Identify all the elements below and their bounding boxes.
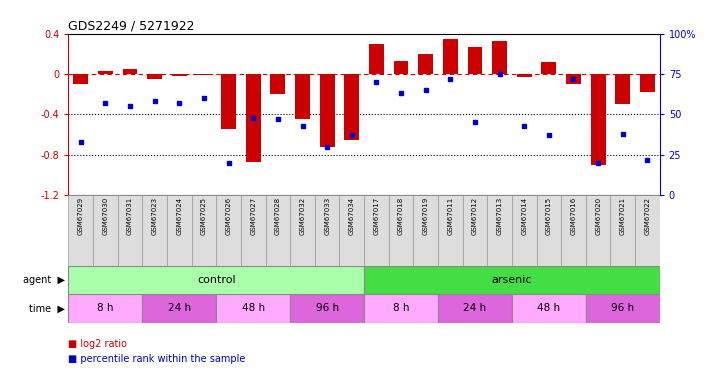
Text: arsenic: arsenic <box>492 275 532 285</box>
Bar <box>463 195 487 266</box>
Bar <box>616 74 630 104</box>
Bar <box>635 195 660 266</box>
Bar <box>467 47 482 74</box>
Text: GSM67020: GSM67020 <box>595 197 601 235</box>
Text: GSM67030: GSM67030 <box>102 197 108 236</box>
Bar <box>438 294 512 322</box>
Bar <box>640 74 655 92</box>
Bar <box>123 69 138 74</box>
Text: GSM67018: GSM67018 <box>398 197 404 236</box>
Text: 24 h: 24 h <box>168 303 191 313</box>
Text: GSM67017: GSM67017 <box>373 197 379 236</box>
Text: GSM67034: GSM67034 <box>349 197 355 235</box>
Bar <box>364 195 389 266</box>
Bar <box>118 195 143 266</box>
Bar <box>369 44 384 74</box>
Text: GSM67021: GSM67021 <box>620 197 626 235</box>
Bar <box>68 294 143 322</box>
Bar <box>492 41 507 74</box>
Bar <box>438 195 463 266</box>
Bar <box>590 74 606 165</box>
Text: time  ▶: time ▶ <box>29 303 65 313</box>
Bar <box>389 195 413 266</box>
Bar <box>147 74 162 79</box>
Bar <box>265 195 290 266</box>
Bar <box>216 195 241 266</box>
Bar <box>364 294 438 322</box>
Bar <box>413 195 438 266</box>
Bar <box>221 74 236 129</box>
Text: ■ percentile rank within the sample: ■ percentile rank within the sample <box>68 354 246 364</box>
Text: 8 h: 8 h <box>393 303 410 313</box>
Bar <box>319 74 335 147</box>
Text: 24 h: 24 h <box>464 303 487 313</box>
Bar <box>512 294 585 322</box>
Text: 48 h: 48 h <box>537 303 560 313</box>
Text: control: control <box>197 275 236 285</box>
Bar <box>68 266 364 294</box>
Bar <box>345 74 359 140</box>
Text: GSM67025: GSM67025 <box>201 197 207 235</box>
Bar <box>290 195 315 266</box>
Text: 48 h: 48 h <box>242 303 265 313</box>
Bar <box>611 195 635 266</box>
Bar <box>93 195 118 266</box>
Bar <box>566 74 581 84</box>
Text: GSM67011: GSM67011 <box>447 197 454 236</box>
Text: 96 h: 96 h <box>316 303 339 313</box>
Bar <box>142 195 167 266</box>
Bar <box>364 266 660 294</box>
Bar <box>216 294 290 322</box>
Bar <box>340 195 364 266</box>
Text: GSM67019: GSM67019 <box>423 197 429 236</box>
Text: GSM67016: GSM67016 <box>570 197 577 236</box>
Text: GSM67028: GSM67028 <box>275 197 281 235</box>
Text: GSM67013: GSM67013 <box>497 197 503 236</box>
Bar <box>418 54 433 74</box>
Text: GSM67027: GSM67027 <box>250 197 256 235</box>
Bar <box>142 294 216 322</box>
Bar <box>295 74 310 119</box>
Bar <box>197 74 211 75</box>
Bar <box>517 74 531 77</box>
Bar <box>192 195 216 266</box>
Text: GSM67023: GSM67023 <box>151 197 158 235</box>
Text: GSM67012: GSM67012 <box>472 197 478 235</box>
Text: agent  ▶: agent ▶ <box>23 275 65 285</box>
Bar <box>443 39 458 74</box>
Bar <box>315 195 340 266</box>
Text: GSM67024: GSM67024 <box>177 197 182 235</box>
Text: 96 h: 96 h <box>611 303 634 313</box>
Text: GSM67022: GSM67022 <box>645 197 650 235</box>
Text: GSM67015: GSM67015 <box>546 197 552 235</box>
Bar <box>270 74 286 94</box>
Bar <box>167 195 192 266</box>
Text: 8 h: 8 h <box>97 303 114 313</box>
Text: GSM67026: GSM67026 <box>226 197 231 235</box>
Bar <box>68 195 93 266</box>
Bar <box>487 195 512 266</box>
Bar <box>246 74 261 162</box>
Bar <box>561 195 585 266</box>
Bar <box>98 71 112 74</box>
Bar <box>585 294 660 322</box>
Text: GDS2249 / 5271922: GDS2249 / 5271922 <box>68 20 195 33</box>
Text: ■ log2 ratio: ■ log2 ratio <box>68 339 128 350</box>
Bar <box>290 294 364 322</box>
Text: GSM67031: GSM67031 <box>127 197 133 236</box>
Text: GSM67033: GSM67033 <box>324 197 330 236</box>
Text: GSM67032: GSM67032 <box>299 197 306 235</box>
Bar <box>541 62 557 74</box>
Bar <box>585 195 611 266</box>
Bar <box>241 195 265 266</box>
Bar <box>536 195 561 266</box>
Bar <box>74 74 88 84</box>
Bar <box>512 195 536 266</box>
Bar <box>172 74 187 76</box>
Text: GSM67014: GSM67014 <box>521 197 527 235</box>
Text: GSM67029: GSM67029 <box>78 197 84 235</box>
Bar <box>394 61 408 74</box>
